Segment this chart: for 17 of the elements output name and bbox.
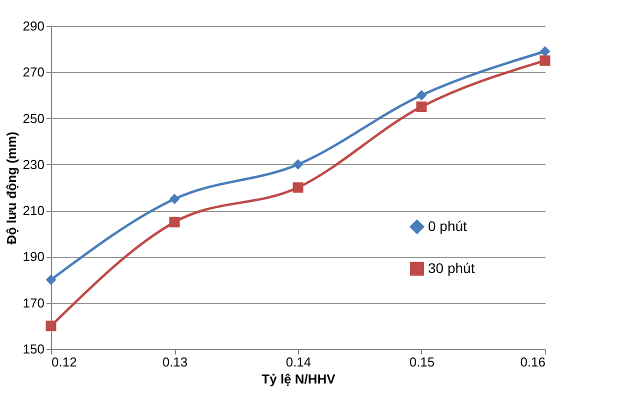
y-tick-label: 230 (22, 156, 44, 172)
legend-label: 30 phút (428, 260, 475, 276)
legend-label: 0 phút (428, 218, 468, 234)
y-tick-label: 270 (22, 64, 44, 80)
y-tick-label: 190 (22, 249, 44, 264)
x-tick-label: 0.16 (520, 354, 546, 370)
x-axis-title: Tỷ lệ N/HHV (262, 372, 336, 386)
y-axis-title: Độ lưu động (mm) (4, 132, 19, 244)
y-tick-label: 170 (22, 295, 44, 310)
x-tick-label: 0.14 (286, 354, 312, 370)
y-tick-label: 250 (22, 110, 44, 126)
y-tick-label: 290 (22, 18, 44, 34)
y-tick-label: 150 (22, 342, 44, 356)
x-tick-label: 0.15 (409, 354, 435, 370)
x-tick-label: 0.12 (52, 354, 77, 370)
y-tick-label: 210 (22, 203, 44, 218)
x-tick-label: 0.13 (162, 354, 188, 370)
